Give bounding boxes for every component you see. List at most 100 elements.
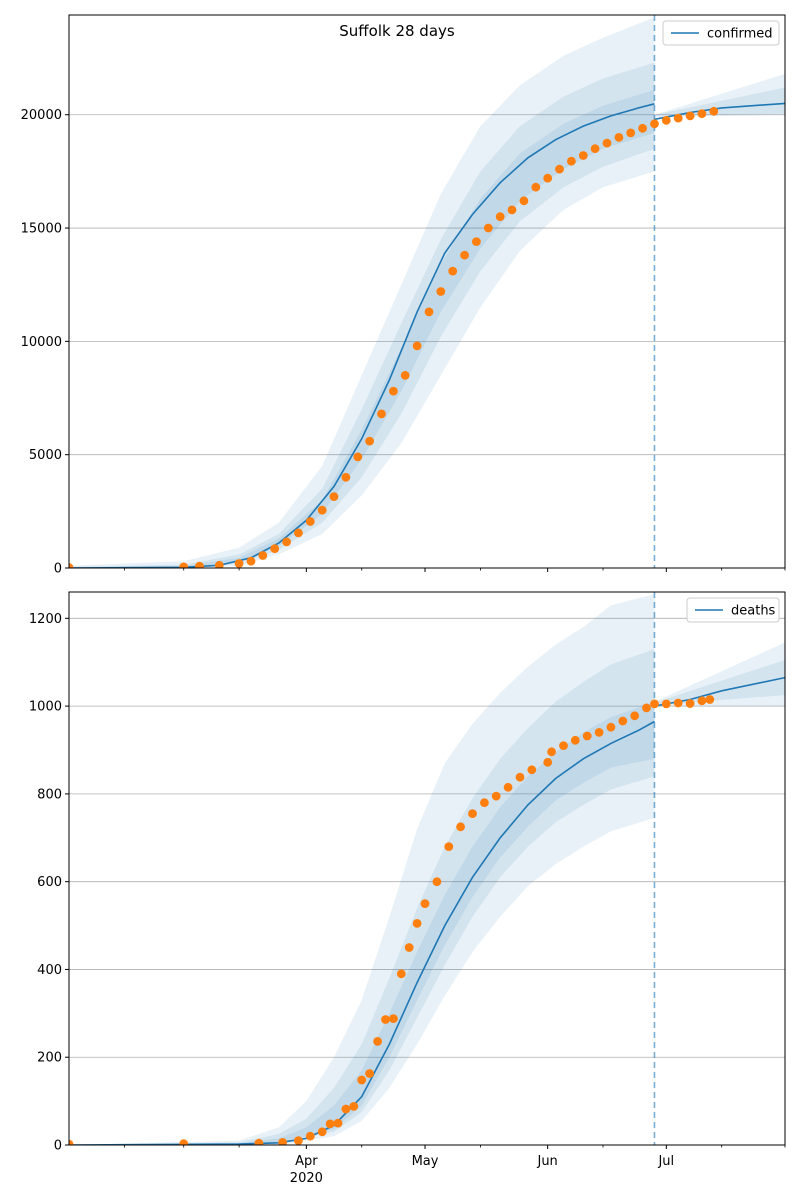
observed-point — [650, 119, 659, 129]
observed-point — [282, 537, 291, 547]
observed-point — [685, 699, 695, 708]
y-tick-label: 15000 — [21, 222, 62, 237]
legend-box — [686, 597, 780, 623]
deaths-panel: 0 200 400 600 800 1000 1200 Apr 2020 May Jun Jul dea… — [29, 591, 786, 1186]
observed-point — [404, 943, 414, 952]
observed-point — [294, 1136, 303, 1145]
observed-point — [305, 1131, 315, 1141]
legend-box — [662, 20, 780, 46]
x-tick-year-label: 2020 — [290, 1171, 323, 1186]
observed-point — [270, 544, 280, 554]
observed-point — [444, 842, 454, 851]
observed-point — [630, 711, 640, 721]
figure-title: Suffolk 28 days — [339, 22, 455, 40]
observed-point — [377, 409, 386, 419]
observed-point — [412, 341, 422, 351]
uncertainty-band — [69, 701, 655, 1145]
observed-point — [519, 196, 529, 206]
projection-band — [654, 660, 785, 706]
observed-point — [341, 472, 351, 482]
observed-point — [527, 765, 537, 775]
observed-point — [69, 563, 74, 568]
observed-point — [661, 116, 671, 125]
observed-point — [559, 741, 568, 750]
observed-point — [543, 757, 553, 767]
observed-point — [483, 223, 493, 233]
y-tick-label: 5000 — [29, 448, 62, 463]
observed-point — [606, 722, 616, 732]
observed-point — [543, 173, 553, 183]
observed-point — [381, 1015, 390, 1024]
observed-point — [673, 698, 683, 708]
projection-band — [654, 87, 785, 116]
observed-point — [472, 237, 481, 247]
observed-point — [705, 695, 715, 704]
observed-point — [317, 505, 327, 515]
observed-point — [254, 1138, 264, 1145]
observed-point — [480, 798, 489, 808]
observed-point — [436, 287, 446, 296]
uncertainty-band — [69, 17, 655, 568]
observed-point — [448, 266, 458, 276]
observed-point — [697, 109, 707, 118]
observed-point — [709, 106, 719, 116]
observed-point — [420, 899, 430, 908]
legend-label: deaths — [731, 604, 776, 619]
observed-point — [507, 205, 517, 215]
y-tick-label: 200 — [37, 1051, 62, 1066]
observed-point — [325, 1119, 335, 1129]
projection-line — [654, 676, 785, 707]
observed-point — [685, 111, 695, 121]
observed-point — [329, 492, 339, 501]
uncertainty-band — [69, 594, 655, 1145]
observed-point — [515, 772, 525, 782]
projection-line — [654, 102, 785, 121]
legend-label: confirmed — [707, 27, 773, 42]
y-tick-label: 0 — [54, 1139, 62, 1154]
observed-point — [246, 556, 256, 566]
observed-point — [531, 182, 541, 192]
observed-point — [697, 696, 707, 706]
uncertainty-band — [69, 89, 655, 568]
observed-point — [69, 1139, 74, 1145]
observed-point — [582, 731, 592, 741]
observed-point — [650, 699, 659, 709]
observed-point — [396, 969, 406, 979]
observed-point — [357, 1075, 367, 1085]
observed-point — [594, 728, 604, 737]
observed-point — [567, 156, 576, 166]
observed-point — [491, 791, 501, 801]
y-tick-label: 1000 — [29, 700, 62, 715]
observed-point — [365, 436, 374, 446]
axes-frame — [68, 591, 786, 1146]
uncertainty-band — [69, 62, 655, 568]
projection-band — [654, 642, 785, 707]
x-tick-label: Jun — [536, 1154, 557, 1169]
observed-point — [341, 1104, 351, 1114]
observed-point — [214, 560, 224, 568]
observed-point — [578, 151, 588, 160]
plot-area — [69, 592, 785, 1145]
observed-point — [389, 1014, 398, 1023]
observed-point — [642, 703, 651, 713]
observed-point — [305, 517, 315, 526]
y-tick-label: 400 — [37, 963, 62, 978]
observed-point — [673, 113, 683, 123]
observed-point — [602, 138, 612, 148]
observed-point — [278, 1138, 287, 1145]
plot-area — [69, 15, 785, 568]
observed-point — [317, 1127, 327, 1137]
observed-point — [179, 1139, 189, 1145]
observed-point — [456, 822, 465, 832]
observed-point — [661, 699, 671, 709]
observed-point — [468, 809, 477, 818]
observed-point — [258, 551, 268, 560]
observed-point — [590, 144, 600, 154]
observed-point — [333, 1118, 343, 1128]
observed-point — [349, 1102, 359, 1111]
observed-point — [555, 164, 564, 174]
y-tick-label: 800 — [37, 787, 62, 802]
uncertainty-band — [69, 649, 655, 1145]
observed-point — [400, 371, 410, 380]
x-tick-label: Apr — [295, 1154, 318, 1169]
